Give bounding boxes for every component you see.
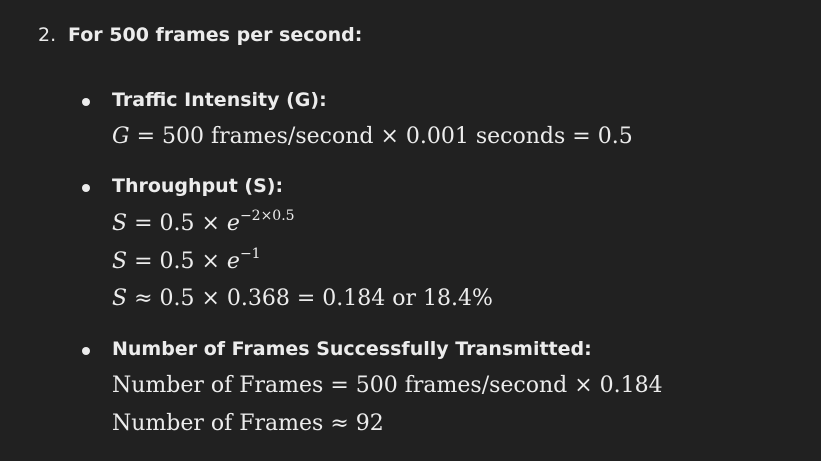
numbered-item: 2. For 500 frames per second: bbox=[38, 24, 362, 46]
formula-expression: ≈ 0.5 × 0.368 = 0.184 or 18.4% bbox=[127, 286, 493, 311]
bullet-dot bbox=[82, 98, 90, 106]
bullet-dot bbox=[82, 347, 90, 355]
traffic-intensity-formula: G = 500 frames/second × 0.001 seconds = … bbox=[112, 124, 633, 149]
item-number: 2. bbox=[38, 24, 57, 46]
throughput-formula-3: S ≈ 0.5 × 0.368 = 0.184 or 18.4% bbox=[112, 286, 493, 311]
formula-exponent: −2×0.5 bbox=[239, 208, 295, 224]
throughput-formula-1: S = 0.5 × e−2×0.5 bbox=[112, 208, 295, 236]
formula-variable: S bbox=[112, 286, 128, 311]
formula-exponent-base: e bbox=[226, 211, 240, 236]
formula-variable: S bbox=[112, 211, 128, 236]
bullet-dot bbox=[82, 184, 90, 192]
formula-expression: = 500 frames/second × 0.001 seconds = 0.… bbox=[129, 124, 633, 149]
formula-exponent-base: e bbox=[226, 249, 240, 274]
throughput-label: Throughput (S): bbox=[112, 175, 284, 197]
item-heading: For 500 frames per second: bbox=[68, 24, 363, 46]
formula-variable: S bbox=[112, 249, 128, 274]
frames-formula-1: Number of Frames = 500 frames/second × 0… bbox=[112, 373, 663, 398]
formula-variable: G bbox=[112, 124, 130, 149]
traffic-intensity-label: Traffic Intensity (G): bbox=[112, 89, 327, 111]
throughput-formula-2: S = 0.5 × e−1 bbox=[112, 246, 261, 274]
formula-expression: = 0.5 × bbox=[127, 249, 227, 274]
frames-formula-2: Number of Frames ≈ 92 bbox=[112, 411, 384, 436]
formula-exponent: −1 bbox=[239, 246, 261, 262]
frames-transmitted-label: Number of Frames Successfully Transmitte… bbox=[112, 338, 592, 360]
formula-expression: = 0.5 × bbox=[127, 211, 227, 236]
